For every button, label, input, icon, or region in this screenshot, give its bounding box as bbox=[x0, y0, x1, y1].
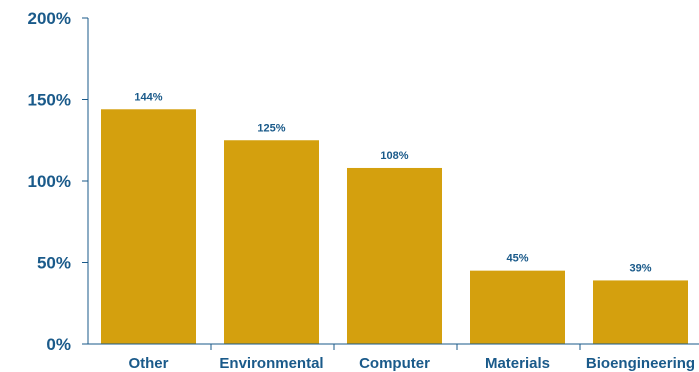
x-tick-label: Bioengineering bbox=[586, 355, 695, 372]
bar-materials bbox=[470, 270, 565, 344]
x-tick-label: Other bbox=[128, 355, 168, 372]
y-tick-label: 100% bbox=[28, 172, 71, 191]
x-axis: Other Environmental Computer Materials Bioen… bbox=[88, 343, 699, 372]
bar-other bbox=[101, 109, 196, 344]
x-tick-label: Materials bbox=[485, 355, 550, 372]
data-label: 108% bbox=[380, 150, 408, 162]
data-label: 144% bbox=[134, 91, 162, 103]
bar-environmental bbox=[224, 140, 319, 344]
data-label: 125% bbox=[257, 122, 285, 134]
bars: 144% 125% 108% 45% 39% bbox=[101, 91, 688, 344]
y-tick-label: 200% bbox=[28, 9, 71, 28]
bar-bioengineering bbox=[593, 280, 688, 344]
y-axis: 0% 50% 100% 150% 200% bbox=[28, 9, 89, 354]
y-tick-label: 0% bbox=[46, 335, 71, 354]
data-label: 45% bbox=[506, 253, 528, 265]
bar-computer bbox=[347, 167, 442, 344]
x-tick-label: Computer bbox=[359, 355, 430, 372]
data-label: 39% bbox=[629, 262, 651, 274]
y-tick-label: 50% bbox=[37, 254, 71, 273]
y-tick-label: 150% bbox=[28, 91, 71, 110]
x-tick-label: Environmental bbox=[219, 355, 323, 372]
